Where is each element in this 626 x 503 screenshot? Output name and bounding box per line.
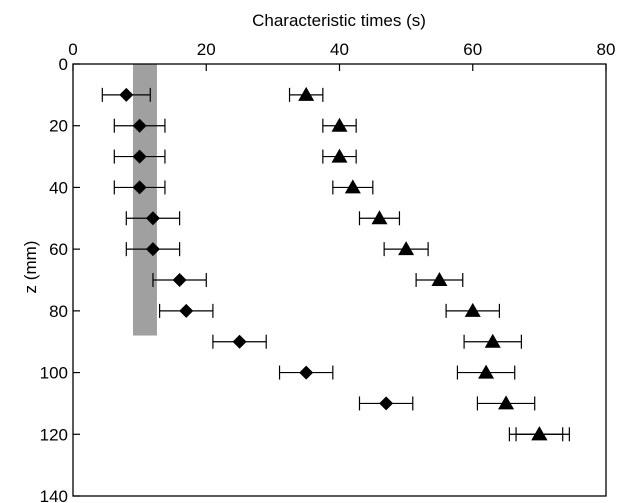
diamond-marker (132, 180, 147, 195)
triangle-marker (431, 272, 448, 286)
x-tick-label: 40 (330, 40, 349, 59)
y-tick-label: 0 (59, 55, 68, 74)
triangle-marker (331, 148, 348, 163)
triangle-marker (484, 333, 501, 348)
data-series-layer (101, 86, 570, 442)
diamond-marker (299, 365, 314, 380)
triangle-marker (498, 395, 515, 410)
y-axis-title: z (mm) (21, 241, 40, 294)
diamond-marker (145, 242, 160, 257)
diamond-marker (232, 334, 247, 349)
x-tick-label: 20 (197, 40, 216, 59)
triangle-marker (344, 179, 361, 194)
triangle-marker (298, 86, 315, 101)
y-tick-label: 20 (49, 117, 68, 136)
triangle-marker (464, 302, 481, 317)
x-axis-title: Characteristic times (s) (252, 11, 426, 30)
plot-frame (72, 63, 607, 497)
diamond-marker (132, 149, 147, 164)
x-tick-label: 0 (68, 40, 77, 59)
shaded-band (132, 64, 157, 336)
diamond-marker (179, 303, 194, 318)
y-tick-label: 80 (49, 302, 68, 321)
diamond-series (101, 87, 414, 411)
triangle-series (288, 86, 570, 442)
diamond-marker (132, 118, 147, 133)
diamond-marker (145, 211, 160, 226)
triangle-marker (371, 210, 388, 225)
triangle-marker (398, 241, 415, 256)
diamond-marker (119, 87, 134, 102)
x-tick-label: 80 (597, 40, 616, 59)
diamond-marker (379, 396, 394, 411)
axis-ticks: 0 20 40 60 80 0 20 40 60 80 100 120 140 (40, 40, 616, 503)
triangle-marker (478, 364, 495, 379)
triangle-marker (531, 426, 548, 441)
shaded-band-layer (132, 64, 157, 336)
y-tick-label: 40 (49, 178, 68, 197)
triangle-marker (331, 117, 348, 132)
diamond-marker (172, 273, 187, 287)
y-tick-label: 120 (40, 425, 68, 444)
y-tick-label: 60 (49, 240, 68, 259)
x-tick-label: 60 (463, 40, 482, 59)
y-tick-label: 100 (40, 364, 68, 383)
y-tick-label: 140 (40, 487, 68, 503)
